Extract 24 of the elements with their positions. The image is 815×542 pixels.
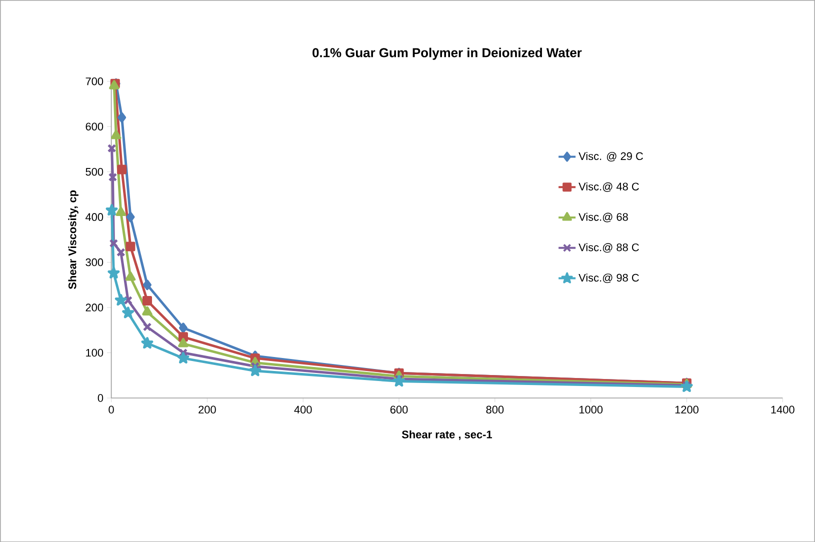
x-tick-label: 800	[486, 406, 504, 414]
y-tick-label: 700	[86, 77, 104, 86]
x-tick-label: 200	[198, 406, 216, 414]
x-tick-label: 400	[294, 406, 312, 414]
y-tick-label: 300	[86, 258, 104, 266]
x-tick-label: 1000	[579, 406, 603, 414]
legend-label: Visc.@ 88 C	[578, 243, 639, 253]
x-tick-label: 0	[108, 406, 114, 414]
chart-title: 0.1% Guar Gum Polymer in Deionized Water	[312, 48, 582, 60]
legend-label: Visc.@ 98 C	[578, 273, 639, 283]
y-tick-label: 100	[86, 348, 104, 357]
legend-label: Visc.@ 68	[578, 212, 628, 222]
legend-label: Visc. @ 29 C	[578, 152, 643, 162]
y-tick-label: 600	[86, 122, 104, 130]
y-tick-label: 500	[86, 168, 104, 176]
y-axis-title: Shear Viscosity, cp	[68, 190, 78, 289]
x-tick-label: 1200	[675, 406, 698, 414]
y-tick-label: 0	[98, 394, 104, 402]
x-tick-label: 1400	[771, 406, 794, 414]
x-tick-label: 600	[390, 406, 408, 414]
y-tick-label: 400	[86, 213, 104, 221]
y-tick-label: 200	[86, 304, 104, 312]
x-axis-title: Shear rate , sec-1	[402, 430, 492, 440]
legend-label: Visc.@ 48 C	[578, 182, 639, 192]
